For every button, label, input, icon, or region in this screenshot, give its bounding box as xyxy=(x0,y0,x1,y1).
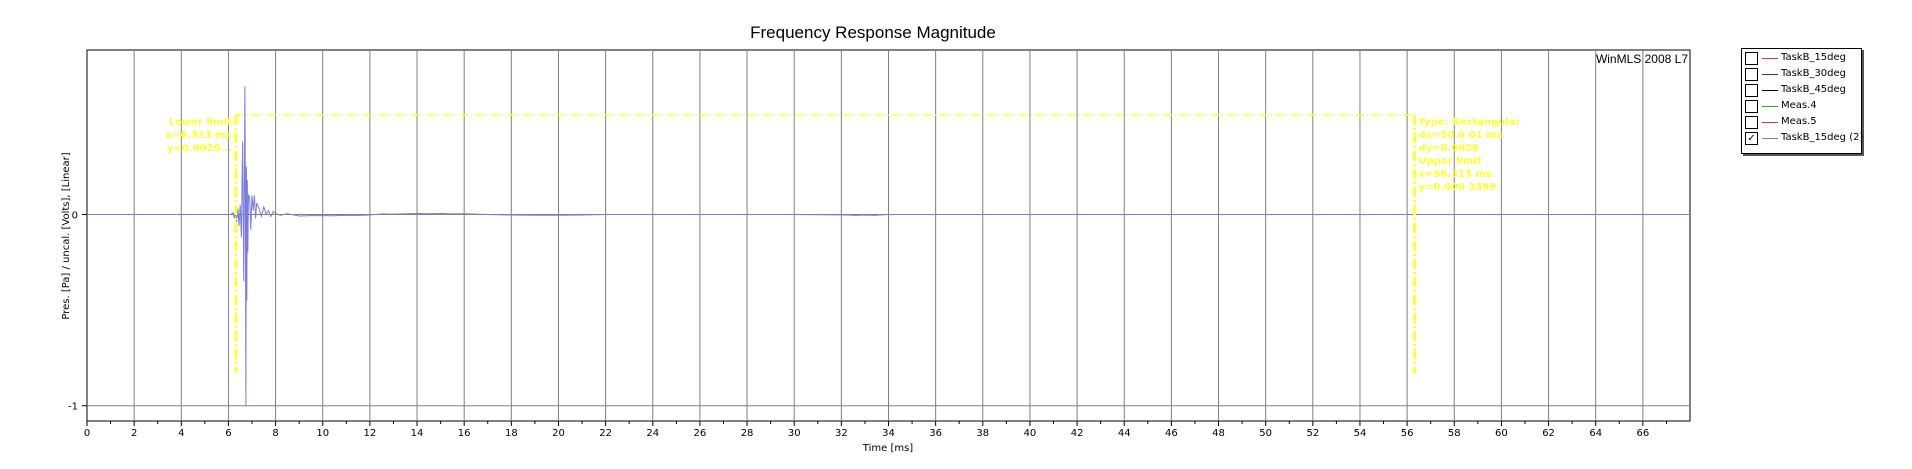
time-window-overlay: Lower limit x=6.313 ms y=0.0029... Type: Re… xyxy=(165,114,1521,374)
legend-checkbox[interactable] xyxy=(1745,68,1758,81)
x-tick-label: 32 xyxy=(835,428,848,439)
x-tick-label: 18 xyxy=(505,428,518,439)
legend-line-swatch xyxy=(1762,58,1778,59)
x-ticks: 0 2 4 6 8 10 12 14 16 18 20 22 24 26 28 30 32 34 36 38 40 42 4… xyxy=(84,421,1667,439)
x-tick-label: 62 xyxy=(1542,428,1555,439)
legend-label: TaskB_15deg xyxy=(1781,52,1847,63)
window-upper-label-line: x=56.313 ms xyxy=(1418,169,1491,180)
x-tick-label: 50 xyxy=(1259,428,1272,439)
x-tick-label: 2 xyxy=(131,428,137,439)
window-lower-label-line: x=6.313 ms xyxy=(165,130,231,141)
series-line xyxy=(87,86,1690,406)
legend-item-taskb-45deg[interactable]: TaskB_45deg xyxy=(1745,83,1859,99)
legend-label: Meas.5 xyxy=(1781,116,1817,127)
x-tick-label: 56 xyxy=(1401,428,1414,439)
x-tick-label: 42 xyxy=(1071,428,1084,439)
x-tick-label: 10 xyxy=(316,428,329,439)
legend-checkbox[interactable]: ✓ xyxy=(1745,132,1758,145)
x-tick-label: 60 xyxy=(1495,428,1508,439)
window-upper-label-line: Upper limit xyxy=(1418,156,1481,167)
legend-checkbox[interactable] xyxy=(1745,116,1758,129)
x-tick-label: 14 xyxy=(411,428,424,439)
legend-item-taskb-15deg[interactable]: TaskB_15deg xyxy=(1745,51,1859,67)
x-tick-label: 0 xyxy=(84,428,90,439)
legend-line-swatch xyxy=(1762,138,1778,139)
window-upper-label-line: dy=0.0026 xyxy=(1418,143,1479,154)
window-upper-label-line: y=0.000 3599 xyxy=(1418,182,1496,193)
x-tick-label: 40 xyxy=(1024,428,1037,439)
y-tick-label: -1 xyxy=(68,402,78,413)
legend-checkbox[interactable] xyxy=(1745,52,1758,65)
series-group xyxy=(87,86,1690,406)
x-tick-label: 44 xyxy=(1118,428,1131,439)
x-tick-label: 4 xyxy=(178,428,184,439)
x-tick-label: 8 xyxy=(272,428,278,439)
legend-label: Meas.4 xyxy=(1781,100,1817,111)
x-tick-label: 26 xyxy=(694,428,707,439)
legend-label: TaskB_15deg (2) xyxy=(1781,132,1864,143)
x-tick-label: 16 xyxy=(458,428,471,439)
legend-label: TaskB_30deg xyxy=(1781,68,1847,79)
legend-item-taskb-30deg[interactable]: TaskB_30deg xyxy=(1745,67,1859,83)
x-tick-label: 20 xyxy=(552,428,565,439)
x-tick-label: 52 xyxy=(1306,428,1319,439)
x-tick-label: 6 xyxy=(225,428,231,439)
x-tick-label: 64 xyxy=(1589,428,1602,439)
x-tick-label: 28 xyxy=(741,428,754,439)
legend-item-meas4[interactable]: Meas.4 xyxy=(1745,99,1859,115)
legend: TaskB_15deg TaskB_30deg TaskB_45deg Meas… xyxy=(1741,48,1863,154)
x-tick-label: 54 xyxy=(1354,428,1367,439)
x-tick-label: 66 xyxy=(1636,428,1649,439)
legend-line-swatch xyxy=(1762,90,1778,91)
x-tick-label: 30 xyxy=(788,428,801,439)
legend-line-swatch xyxy=(1762,106,1778,107)
chart: Frequency Response Magnitude 0 2 4 6 8 10 12 14… xyxy=(61,23,1691,454)
window-lower-label-line: y=0.0029... xyxy=(167,143,232,154)
y-ticks: 0 -1 xyxy=(68,210,87,413)
x-tick-label: 38 xyxy=(976,428,989,439)
x-tick-label: 46 xyxy=(1165,428,1178,439)
y-axis-label: Pres. [Pa] / uncal. [Volts], [Linear] xyxy=(61,152,72,319)
x-tick-label: 12 xyxy=(364,428,377,439)
x-tick-label: 48 xyxy=(1212,428,1225,439)
chart-title: Frequency Response Magnitude xyxy=(750,23,996,42)
legend-label: TaskB_45deg xyxy=(1781,84,1847,95)
legend-checkbox[interactable] xyxy=(1745,84,1758,97)
x-axis-label: Time [ms] xyxy=(862,443,914,454)
legend-item-taskb-15deg-2[interactable]: ✓ TaskB_15deg (2) xyxy=(1745,131,1863,147)
x-tick-label: 22 xyxy=(599,428,612,439)
legend-line-swatch xyxy=(1762,74,1778,75)
x-tick-label: 24 xyxy=(646,428,659,439)
watermark: WinMLS 2008 L7 xyxy=(1596,52,1688,66)
legend-item-meas5[interactable]: Meas.5 xyxy=(1745,115,1859,131)
x-tick-label: 36 xyxy=(929,428,942,439)
x-tick-label: 34 xyxy=(882,428,895,439)
window-lower-label-line: Lower limit xyxy=(169,117,232,128)
y-tick-label: 0 xyxy=(72,210,78,221)
window-upper-label-line: Type: Rectangular xyxy=(1418,117,1520,128)
x-tick-label: 58 xyxy=(1448,428,1461,439)
legend-line-swatch xyxy=(1762,122,1778,123)
legend-checkbox[interactable] xyxy=(1745,100,1758,113)
window-upper-label-line: dx=50.0 01 ms xyxy=(1418,130,1502,141)
